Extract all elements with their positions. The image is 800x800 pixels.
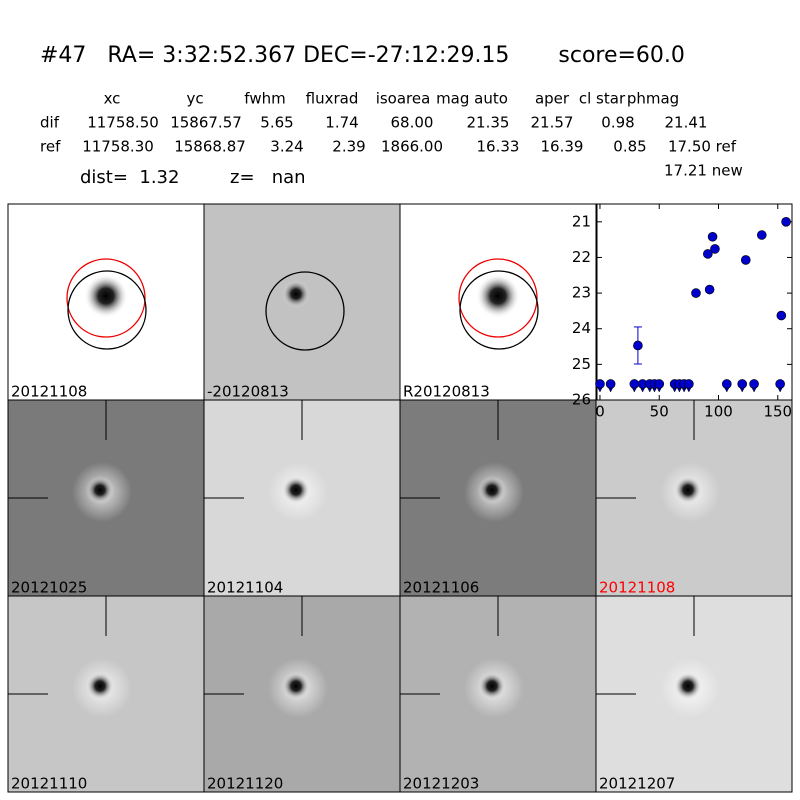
- column-header: isoarea: [376, 90, 431, 108]
- column-header: phmag: [627, 90, 679, 108]
- aperture: [265, 271, 345, 351]
- title: #47 RA= 3:32:52.367 DEC=-27:12:29.15 sco…: [40, 43, 685, 68]
- table-cell: 68.00: [391, 114, 434, 132]
- y-tick-label: 21: [572, 212, 591, 230]
- point: [707, 231, 718, 242]
- table-cell: 1866.00: [381, 138, 443, 156]
- aperture: [67, 270, 147, 350]
- column-header: fwhm: [244, 90, 285, 108]
- column-header: xc: [104, 90, 121, 108]
- panel-label: 20121025: [11, 579, 87, 597]
- point: [737, 379, 748, 389]
- x-tick-label: 50: [650, 403, 669, 421]
- source: [86, 672, 114, 700]
- y-tick-label: 22: [572, 248, 591, 266]
- x-tick-label: 100: [704, 403, 733, 421]
- source: [282, 476, 310, 504]
- column-header: yc: [186, 90, 203, 108]
- point: [749, 379, 759, 389]
- panel-label: 20121108: [11, 383, 87, 401]
- source: [476, 274, 520, 318]
- source: [282, 280, 310, 308]
- source: [282, 672, 310, 700]
- panel-label: 20121108: [599, 579, 675, 597]
- aperture: [459, 270, 539, 350]
- table-cell: 16.33: [477, 138, 520, 156]
- point: [691, 288, 701, 298]
- table-cell: 15867.57: [170, 114, 242, 132]
- y-tick-label: 26: [572, 391, 591, 409]
- table-cell: 2.39: [332, 138, 365, 156]
- point: [722, 379, 732, 389]
- table-cell: 11758.30: [82, 138, 154, 156]
- panel-label: 20121120: [207, 775, 283, 793]
- table-cell: 21.41: [665, 114, 708, 132]
- point: [629, 379, 640, 389]
- source: [478, 672, 506, 700]
- source: [86, 476, 114, 504]
- x-tick-label: 150: [763, 403, 792, 421]
- table-cell: 5.65: [260, 114, 293, 132]
- source: [674, 672, 702, 700]
- y-tick-label: 24: [572, 319, 591, 337]
- y-tick-label: 23: [572, 284, 591, 302]
- table-cell: 15868.87: [174, 138, 246, 156]
- point: [595, 379, 605, 389]
- table-cell: 3.24: [270, 138, 303, 156]
- panel-label: -20120813: [207, 383, 289, 401]
- point: [781, 217, 791, 227]
- column-header: fluxrad: [306, 90, 359, 108]
- panel-label: R20120813: [403, 383, 490, 401]
- aperture-ref: [458, 258, 538, 338]
- point: [775, 379, 785, 389]
- y-tick-label: 25: [572, 355, 591, 373]
- column-header: cl star: [579, 90, 626, 108]
- point: [704, 284, 715, 295]
- point: [684, 379, 694, 389]
- table-cell: 11758.50: [87, 114, 159, 132]
- panel-label: 20121110: [11, 775, 87, 793]
- table-cell: 1.74: [325, 114, 358, 132]
- source: [84, 274, 128, 318]
- table-cell: 0.85: [613, 138, 646, 156]
- point: [710, 244, 720, 254]
- row-label: ref: [40, 138, 61, 156]
- column-header: aper: [535, 90, 570, 108]
- column-header: mag auto: [436, 90, 508, 108]
- panel-label: 20121104: [207, 579, 283, 597]
- aperture-ref: [66, 258, 146, 338]
- point: [633, 340, 643, 351]
- z: z= nan: [230, 167, 306, 188]
- point: [605, 379, 616, 389]
- point: [740, 255, 751, 265]
- table-cell: 21.35: [467, 114, 510, 132]
- point: [756, 230, 767, 240]
- source: [674, 476, 702, 504]
- table-cell: 16.39: [541, 138, 584, 156]
- row-label: dif: [40, 114, 60, 132]
- table-cell: 0.98: [601, 114, 634, 132]
- point: [654, 379, 665, 389]
- panel-label: 20121106: [403, 579, 479, 597]
- extra-phmag: 17.21 new: [664, 162, 743, 180]
- x-tick-label: 0: [595, 403, 605, 421]
- source: [478, 476, 506, 504]
- panel-label: 20121203: [403, 775, 479, 793]
- dist: dist= 1.32: [80, 167, 179, 188]
- point: [703, 249, 713, 259]
- table-cell: 21.57: [531, 114, 574, 132]
- point: [776, 310, 787, 321]
- table-cell: 17.50 ref: [668, 138, 737, 156]
- panel-label: 20121207: [599, 775, 675, 793]
